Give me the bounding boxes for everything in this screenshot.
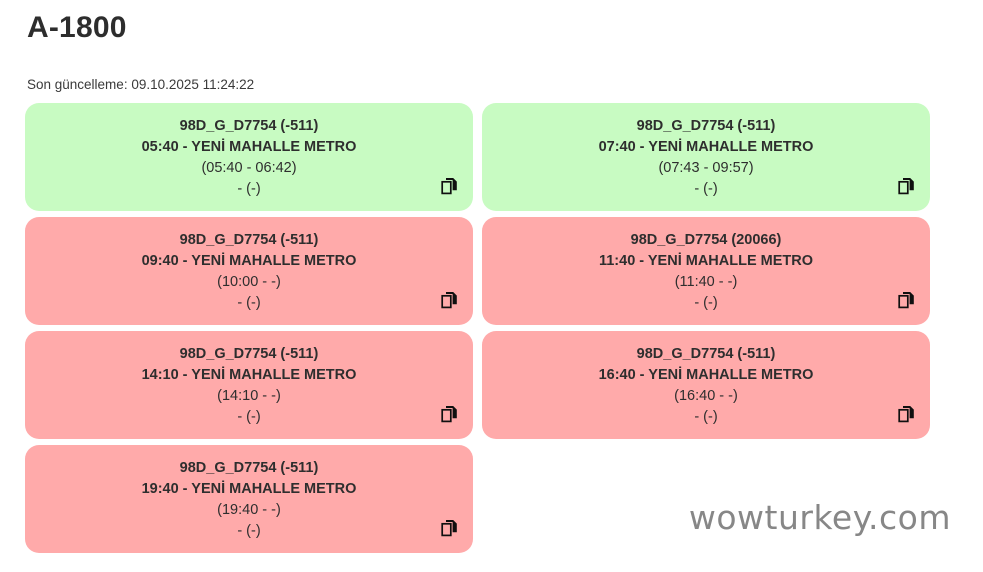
vehicle-label: 98D_G_D7754 (-511) xyxy=(179,232,319,248)
times-label: (05:40 - 06:42) xyxy=(201,160,297,176)
trip-card: 98D_G_D7754 (-511) 16:40 - YENİ MAHALLE … xyxy=(482,331,930,439)
extra-label: - (-) xyxy=(694,181,718,197)
copy-icon xyxy=(440,178,457,195)
extra-label: - (-) xyxy=(237,295,261,311)
extra-label: - (-) xyxy=(237,523,261,539)
trip-grid: 98D_G_D7754 (-511) 05:40 - YENİ MAHALLE … xyxy=(25,103,930,553)
trip-card: 98D_G_D7754 (-511) 05:40 - YENİ MAHALLE … xyxy=(25,103,473,211)
trip-label: 11:40 - YENİ MAHALLE METRO xyxy=(598,253,814,269)
extra-label: - (-) xyxy=(237,181,261,197)
page-title: A-1800 xyxy=(27,11,127,44)
times-label: (14:10 - -) xyxy=(217,388,281,404)
trip-card: 98D_G_D7754 (-511) 07:40 - YENİ MAHALLE … xyxy=(482,103,930,211)
copy-button[interactable] xyxy=(897,405,915,423)
vehicle-label: 98D_G_D7754 (-511) xyxy=(636,118,776,134)
copy-button[interactable] xyxy=(897,177,915,195)
copy-icon xyxy=(440,292,457,309)
trip-label: 07:40 - YENİ MAHALLE METRO xyxy=(598,139,814,155)
copy-button[interactable] xyxy=(440,291,458,309)
vehicle-label: 98D_G_D7754 (-511) xyxy=(179,346,319,362)
trip-card: 98D_G_D7754 (-511) 19:40 - YENİ MAHALLE … xyxy=(25,445,473,553)
copy-icon xyxy=(897,292,914,309)
copy-icon xyxy=(897,406,914,423)
times-label: (10:00 - -) xyxy=(217,274,281,290)
trip-card: 98D_G_D7754 (20066) 11:40 - YENİ MAHALLE… xyxy=(482,217,930,325)
times-label: (07:43 - 09:57) xyxy=(658,160,754,176)
watermark: wowturkey.com xyxy=(688,498,951,537)
trip-card: 98D_G_D7754 (-511) 14:10 - YENİ MAHALLE … xyxy=(25,331,473,439)
times-label: (19:40 - -) xyxy=(217,502,281,518)
trip-label: 19:40 - YENİ MAHALLE METRO xyxy=(141,481,357,497)
copy-button[interactable] xyxy=(440,177,458,195)
vehicle-label: 98D_G_D7754 (20066) xyxy=(630,232,782,248)
trip-label: 14:10 - YENİ MAHALLE METRO xyxy=(141,367,357,383)
copy-button[interactable] xyxy=(897,291,915,309)
extra-label: - (-) xyxy=(237,409,261,425)
copy-button[interactable] xyxy=(440,519,458,537)
vehicle-label: 98D_G_D7754 (-511) xyxy=(636,346,776,362)
trip-label: 05:40 - YENİ MAHALLE METRO xyxy=(141,139,357,155)
times-label: (16:40 - -) xyxy=(674,388,738,404)
vehicle-label: 98D_G_D7754 (-511) xyxy=(179,460,319,476)
last-updated-text: Son güncelleme: 09.10.2025 11:24:22 xyxy=(27,77,255,92)
copy-icon xyxy=(440,406,457,423)
times-label: (11:40 - -) xyxy=(674,274,738,290)
vehicle-label: 98D_G_D7754 (-511) xyxy=(179,118,319,134)
copy-button[interactable] xyxy=(440,405,458,423)
extra-label: - (-) xyxy=(694,295,718,311)
extra-label: - (-) xyxy=(694,409,718,425)
copy-icon xyxy=(440,520,457,537)
trip-card: 98D_G_D7754 (-511) 09:40 - YENİ MAHALLE … xyxy=(25,217,473,325)
trip-label: 09:40 - YENİ MAHALLE METRO xyxy=(141,253,357,269)
copy-icon xyxy=(897,178,914,195)
trip-label: 16:40 - YENİ MAHALLE METRO xyxy=(598,367,814,383)
